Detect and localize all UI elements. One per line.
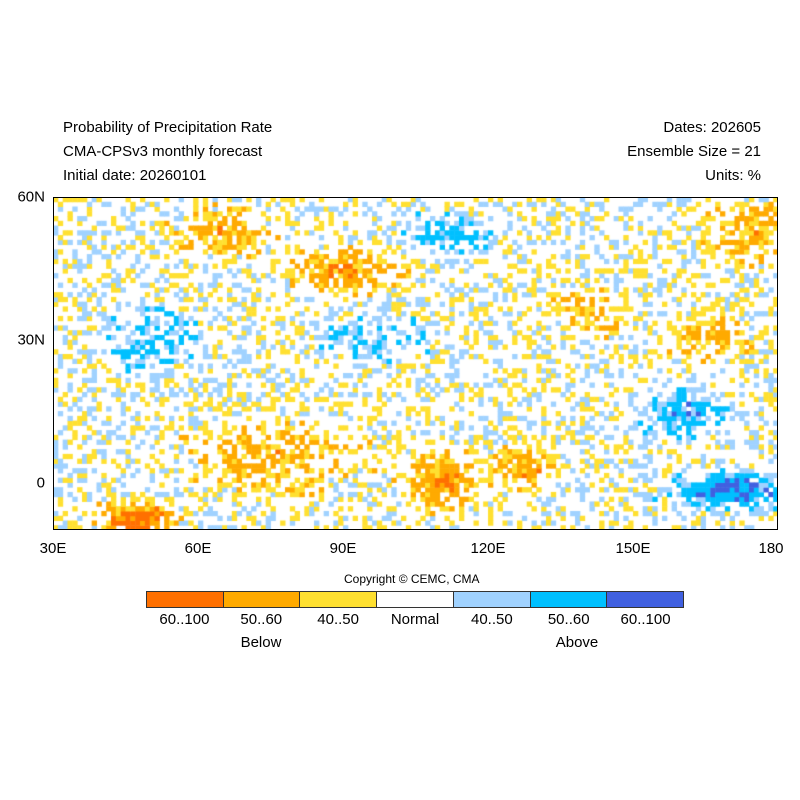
forecast-dates: Dates: 202605 xyxy=(663,119,761,136)
x-tick-90e: 90E xyxy=(329,540,357,557)
legend-swatch xyxy=(530,592,608,607)
legend-swatch xyxy=(300,592,378,607)
y-tick-30n: 30N xyxy=(17,331,45,349)
legend-swatch xyxy=(147,592,224,607)
model-subtitle: CMA-CPSv3 monthly forecast xyxy=(63,143,263,160)
color-legend xyxy=(146,591,684,608)
legend-group-below: Below xyxy=(240,634,282,651)
legend-label: 50..60 xyxy=(547,611,590,628)
legend-label: 60..100 xyxy=(620,611,671,628)
legend-swatch xyxy=(223,592,301,607)
copyright: Copyright © CEMC, CMA xyxy=(344,572,480,586)
probability-field xyxy=(53,197,778,530)
x-tick-60e: 60E xyxy=(184,540,212,557)
legend-swatch xyxy=(453,592,531,607)
units: Units: % xyxy=(705,167,761,184)
legend-label: 60..100 xyxy=(159,611,210,628)
legend-label: 40..50 xyxy=(317,611,359,628)
x-tick-30e: 30E xyxy=(39,540,67,557)
initial-date: Initial date: 20260101 xyxy=(63,167,207,184)
x-tick-150e: 150E xyxy=(615,540,651,557)
x-tick-120e: 120E xyxy=(470,540,506,557)
title: Probability of Precipitation Rate xyxy=(63,119,273,136)
legend-label: Normal xyxy=(390,611,440,628)
legend-label: 40..50 xyxy=(470,611,513,628)
y-tick-60n: 60N xyxy=(17,188,45,206)
y-tick-0: 0 xyxy=(36,474,45,492)
legend-swatch xyxy=(377,592,454,607)
x-tick-180: 180 xyxy=(758,540,784,557)
legend-swatch xyxy=(607,592,684,607)
map-frame xyxy=(53,197,778,530)
legend-label: 50..60 xyxy=(240,611,283,628)
legend-group-above: Above xyxy=(555,634,599,651)
ensemble-size: Ensemble Size = 21 xyxy=(627,143,761,160)
